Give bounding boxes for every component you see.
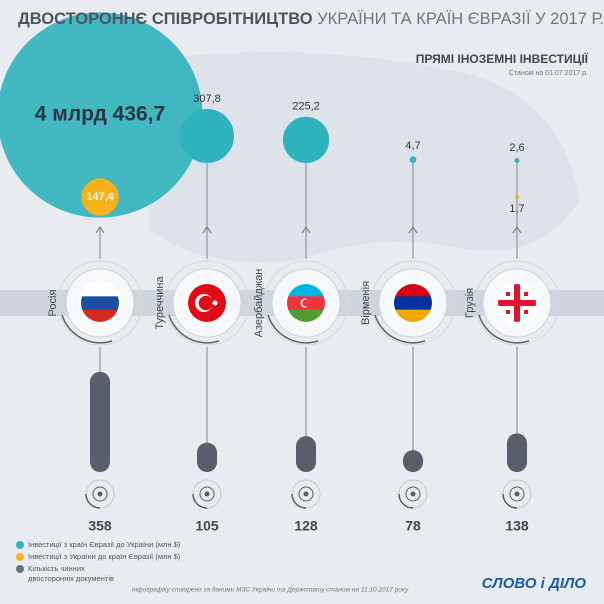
documents-bar [507, 433, 527, 472]
legend-text: Кількість чинних [28, 564, 85, 573]
arrow [408, 225, 418, 234]
title-rest: УКРАЇНИ ТА КРАЇН ЄВРАЗІЇ У 2017 Р. [317, 10, 604, 28]
legend-dot [16, 565, 24, 573]
marks: Росія 4 млрд 436,7 147,4 358 Туреччина 307,8 1… [0, 12, 560, 534]
bubble-to-ukraine [179, 108, 235, 163]
cross [498, 300, 536, 306]
value-label: 307,8 [193, 93, 221, 105]
doc-icon [509, 486, 525, 502]
bubble-to-ukraine [409, 156, 417, 163]
flag [287, 284, 325, 322]
ring-arc [478, 314, 530, 344]
legend-dot [16, 541, 24, 549]
date-note: Станом на 01.07.2017 р. [509, 70, 588, 77]
flag-stripe [394, 284, 432, 297]
map-shape [150, 52, 580, 262]
doc-icon [92, 486, 108, 502]
flag-stripe [81, 309, 119, 322]
documents-bar [403, 450, 423, 472]
ring [474, 260, 560, 346]
bubble-to-ukraine [282, 116, 330, 163]
documents-label: 358 [88, 518, 112, 534]
title-bold: ДВОСТОРОННЄ СПІВРОБІТНИЦТВО [18, 10, 313, 28]
value-label: 1,7 [509, 203, 524, 215]
documents-label: 138 [505, 518, 529, 534]
country-name: Вірменія [360, 281, 372, 325]
arrow [512, 225, 522, 234]
value-label: 2,6 [509, 142, 524, 154]
documents-bar [296, 436, 316, 472]
value-label: 147,4 [86, 191, 114, 203]
country-name: Азербайджан [253, 269, 265, 338]
small-cross [524, 292, 528, 296]
doc-icon-arc [192, 493, 208, 509]
flag-stripe [81, 296, 119, 311]
flag-stripe [81, 284, 119, 297]
flag-stripe [394, 309, 432, 322]
ring [164, 260, 250, 346]
value-label: 4,7 [405, 140, 420, 152]
crescent [302, 299, 310, 307]
arrow [301, 225, 311, 234]
doc-icon-arc [85, 493, 101, 509]
documents-bar [90, 371, 110, 472]
flag-stripe [394, 296, 432, 311]
arrow [95, 225, 105, 234]
crescent [198, 295, 214, 311]
doc-icon [199, 486, 215, 502]
legend-text: Інвестиції з країн Євразії до України (м… [28, 540, 181, 549]
flag [188, 284, 226, 322]
flag-stripe [287, 309, 325, 322]
flag [498, 284, 536, 322]
flag-stripe [287, 284, 325, 297]
doc-icon [298, 486, 314, 502]
documents-bar [197, 442, 217, 472]
small-cross [524, 310, 528, 314]
small-cross [506, 310, 510, 314]
arrow [202, 225, 212, 234]
ring [263, 260, 349, 346]
doc-icon-arc [398, 493, 414, 509]
ring-arc [61, 314, 113, 344]
title: ДВОСТОРОННЄ СПІВРОБІТНИЦТВО УКРАЇНИ ТА К… [18, 10, 604, 28]
doc-icon [97, 491, 103, 497]
doc-icon [410, 491, 416, 497]
ring [57, 260, 143, 346]
ring-arc [168, 314, 220, 344]
doc-icon [514, 491, 520, 497]
doc-icon-arc [502, 493, 518, 509]
value-label: 4 млрд 436,7 [35, 103, 165, 126]
logo: СЛОВО і ДІЛО [482, 575, 587, 592]
country-name: Грузія [464, 288, 476, 318]
flag [394, 284, 432, 322]
doc-icon [303, 491, 309, 497]
doc-icon-arc [291, 493, 307, 509]
star [212, 300, 218, 306]
legend-text: Інвестиції з України до країн Євразії (м… [28, 552, 181, 561]
section-title: ПРЯМІ ІНОЗЕМНІ ІНВЕСТИЦІЇ [416, 51, 589, 66]
doc-icon [204, 491, 210, 497]
footer-note: Інфографіку створено за даними МЗС Украї… [132, 586, 409, 594]
bubble-to-ukraine [0, 12, 203, 218]
documents-label: 128 [294, 518, 318, 534]
legend-text: двосторонніх документів [28, 574, 114, 583]
bubble-to-ukraine [514, 158, 520, 164]
ring [370, 260, 456, 346]
country-name: Туреччина [154, 276, 166, 330]
ring-arc [374, 314, 426, 344]
bubble-from-ukraine [514, 194, 520, 200]
legend-dot [16, 553, 24, 561]
doc-icon [405, 486, 421, 502]
value-label: 225,2 [292, 101, 320, 113]
bubble-from-ukraine [81, 178, 119, 216]
country-name: Росія [47, 290, 59, 317]
documents-label: 105 [195, 518, 219, 534]
small-cross [506, 292, 510, 296]
flag [81, 284, 119, 322]
documents-label: 78 [405, 518, 421, 534]
ring-arc [267, 314, 319, 344]
